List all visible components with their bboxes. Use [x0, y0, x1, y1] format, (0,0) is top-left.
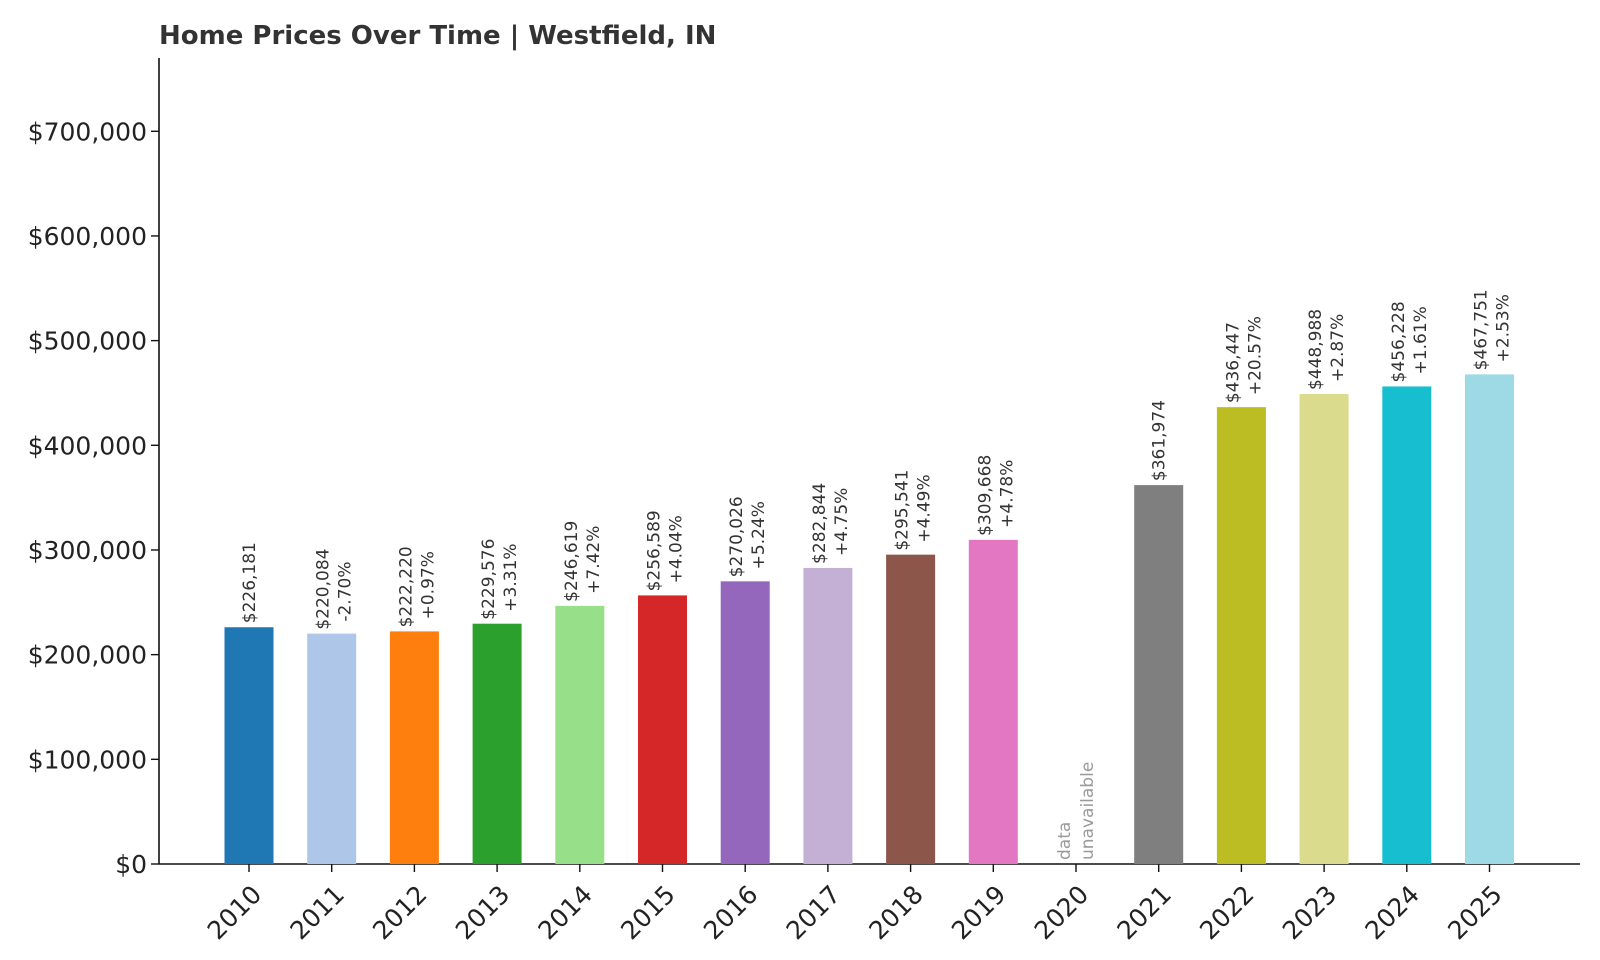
- x-tick-label: 2015: [615, 880, 680, 945]
- bar-2025: [1465, 374, 1514, 864]
- change-label-2025: +2.53%: [1494, 294, 1514, 362]
- x-tick-label: 2010: [202, 880, 267, 945]
- bar-2013: [472, 623, 522, 864]
- x-tick-label: 2025: [1442, 880, 1507, 945]
- change-label-2011: -2.70%: [336, 561, 356, 621]
- change-label-2016: +5.24%: [749, 501, 769, 569]
- bar-2010: [224, 627, 274, 864]
- bar-2017: [803, 567, 853, 864]
- bar-2018: [886, 554, 936, 864]
- change-label-2019: +4.78%: [997, 460, 1017, 528]
- missing-label-line1: data: [1055, 822, 1075, 860]
- value-label-2019: $309,668: [975, 455, 995, 536]
- missing-label-line2: unavailable: [1078, 762, 1098, 860]
- change-label-2015: +4.04%: [667, 515, 687, 583]
- change-label-2024: +1.61%: [1411, 306, 1431, 374]
- y-axis: $0 $100,000 $200,000 $300,000 $400,000 $500,0…: [28, 58, 160, 879]
- bars: [224, 374, 1514, 864]
- value-label-2022: $436,447: [1223, 322, 1243, 403]
- x-tick-label: 2016: [698, 880, 763, 945]
- x-tick-label: 2021: [1111, 880, 1176, 945]
- bar-2021: [1134, 485, 1184, 864]
- x-tick-label: 2020: [1029, 880, 1094, 945]
- change-label-2014: +7.42%: [584, 526, 604, 594]
- x-tick-label: 2017: [781, 880, 846, 945]
- x-tick-label: 2019: [946, 880, 1011, 945]
- missing-data-label: data unavailable: [1055, 762, 1098, 860]
- x-tick-label: 2014: [533, 880, 598, 945]
- x-tick-label: 2011: [284, 880, 349, 945]
- value-label-2012: $222,220: [396, 546, 416, 627]
- y-tick-label: $400,000: [28, 431, 147, 460]
- change-label-2018: +4.49%: [915, 474, 935, 542]
- y-tick-label: $600,000: [28, 222, 147, 251]
- bar-2016: [720, 581, 770, 864]
- bar-2015: [638, 595, 687, 864]
- x-tick-label: 2024: [1360, 880, 1425, 945]
- data-labels: $226,181 $220,084 -2.70% $222,220 +0.97% $229…: [240, 289, 1514, 860]
- change-label-2022: +20.57%: [1245, 316, 1265, 395]
- value-label-2010: $226,181: [240, 542, 260, 623]
- value-label-2017: $282,844: [810, 483, 830, 564]
- y-tick-label: $700,000: [28, 117, 147, 146]
- x-tick-label: 2023: [1277, 880, 1342, 945]
- x-tick-label: 2022: [1194, 880, 1259, 945]
- x-tick-label: 2012: [367, 880, 432, 945]
- bar-2011: [307, 633, 357, 864]
- value-label-2023: $448,988: [1306, 309, 1326, 390]
- y-tick-label: $0: [115, 850, 147, 879]
- y-tick-label: $200,000: [28, 641, 147, 670]
- change-label-2013: +3.31%: [501, 543, 521, 611]
- value-label-2018: $295,541: [893, 470, 913, 551]
- y-tick-label: $300,000: [28, 536, 147, 565]
- bar-2012: [389, 631, 439, 864]
- chart-title: Home Prices Over Time | Westfield, IN: [159, 21, 716, 51]
- y-tick-label: $500,000: [28, 327, 147, 356]
- change-label-2023: +2.87%: [1328, 314, 1348, 382]
- value-label-2021: $361,974: [1150, 400, 1170, 481]
- value-label-2015: $256,589: [645, 510, 665, 591]
- value-label-2011: $220,084: [314, 549, 334, 630]
- change-label-2012: +0.97%: [418, 551, 438, 619]
- x-tick-label: 2013: [450, 880, 515, 945]
- bar-2022: [1216, 407, 1266, 864]
- y-tick-label: $100,000: [28, 745, 147, 774]
- x-axis: 2010 2011 2012 2013 2014 2015 2016 2017 2018 2019…: [159, 863, 1580, 945]
- bar-2023: [1299, 394, 1349, 864]
- bar-2024: [1382, 386, 1432, 864]
- bar-2019: [968, 539, 1018, 864]
- value-label-2016: $270,026: [727, 496, 747, 577]
- change-label-2017: +4.75%: [832, 488, 852, 556]
- value-label-2013: $229,576: [479, 539, 499, 620]
- value-label-2014: $246,619: [562, 521, 582, 602]
- x-tick-label: 2018: [863, 880, 928, 945]
- value-label-2024: $456,228: [1389, 301, 1409, 382]
- bar-2014: [555, 605, 605, 864]
- value-label-2025: $467,751: [1472, 289, 1492, 370]
